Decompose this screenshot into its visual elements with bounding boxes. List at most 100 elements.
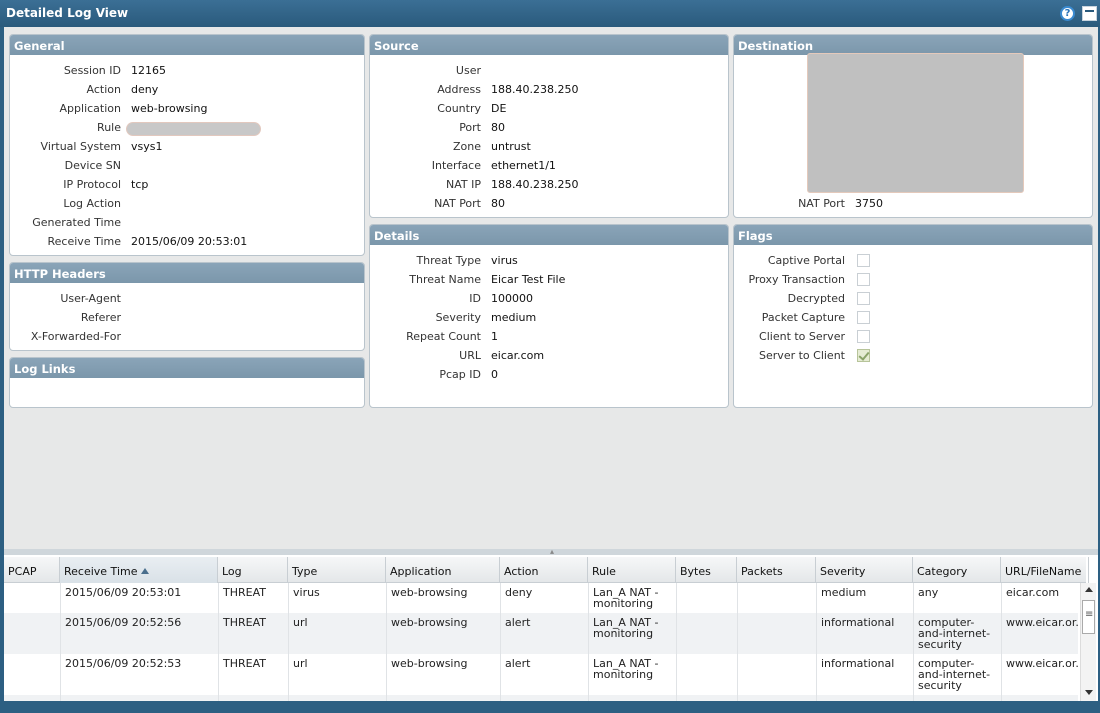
destination-row-nat-port: NAT Port 3750: [734, 197, 1092, 216]
cell-action: alert: [505, 616, 531, 629]
scroll-up-icon[interactable]: [1085, 587, 1093, 592]
cell-receive-time: 2015/06/09 20:52:53: [65, 657, 182, 670]
details-label-pcap-id: Pcap ID: [439, 368, 481, 381]
column-header-label: Rule: [592, 565, 616, 578]
details-header: Details: [370, 225, 728, 245]
cell-url: www.eicar.or..: [1006, 616, 1083, 629]
cell-url: www.eicar.or..: [1006, 657, 1083, 670]
cell-category: computer-and-internet-security: [918, 657, 991, 692]
details-row-repeat-count: Repeat Count 1: [370, 330, 728, 349]
flag-row-client-to-server: Client to Server: [734, 330, 1092, 349]
column-header-action[interactable]: Action: [500, 557, 588, 583]
flags-panel: Flags Captive Portal Proxy Transaction Dec…: [733, 224, 1093, 408]
log-table: PCAP Receive Time Log Type Application Action…: [4, 555, 1098, 701]
flag-row-captive-portal: Captive Portal: [734, 254, 1092, 273]
details-label-url: URL: [459, 349, 481, 362]
source-label-user: User: [455, 64, 481, 77]
cell-application: web-browsing: [391, 657, 468, 670]
table-row[interactable]: 2015/06/09 20:52:56 THREAT url web-browsing…: [4, 613, 1082, 654]
table-row[interactable]: 2015/06/09 20:53:01 THREAT virus web-browsi…: [4, 583, 1078, 613]
source-row-interface: Interface ethernet1/1: [370, 159, 728, 178]
general-row-receive-time: Receive Time 2015/06/09 20:53:01: [10, 235, 364, 254]
column-divider: [676, 583, 677, 701]
flag-checkbox-client-to-server[interactable]: [857, 330, 870, 343]
sort-ascending-icon[interactable]: [141, 568, 150, 574]
column-header-label: Action: [504, 565, 539, 578]
column-header-rule[interactable]: Rule: [588, 557, 676, 583]
flag-label-server-to-client: Server to Client: [759, 349, 845, 362]
flag-checkbox-server-to-client[interactable]: [857, 349, 870, 362]
window-titlebar: Detailed Log View ?: [0, 0, 1100, 27]
general-row-ip-protocol: IP Protocol tcp: [10, 178, 364, 197]
column-header-bytes[interactable]: Bytes: [676, 557, 737, 583]
column-header-severity[interactable]: Severity: [816, 557, 913, 583]
source-panel: Source User Address 188.40.238.250 Country D…: [369, 34, 729, 218]
destination-header: Destination: [734, 35, 1092, 55]
http-row-x-forwarded-for: X-Forwarded-For: [10, 330, 364, 349]
http-label-x-forwarded-for: X-Forwarded-For: [30, 330, 121, 343]
column-header-type[interactable]: Type: [288, 557, 386, 583]
scroll-thumb[interactable]: [1082, 600, 1095, 634]
flag-row-packet-capture: Packet Capture: [734, 311, 1092, 330]
column-header-category[interactable]: Category: [913, 557, 1001, 583]
source-row-nat-ip: NAT IP 188.40.238.250: [370, 178, 728, 197]
http-row-user-agent: User-Agent: [10, 292, 364, 311]
source-row-address: Address 188.40.238.250: [370, 83, 728, 102]
general-row-application: Application web-browsing: [10, 102, 364, 121]
pane-splitter[interactable]: ▴: [4, 547, 1098, 556]
flag-checkbox-packet-capture[interactable]: [857, 311, 870, 324]
table-scrollbar[interactable]: [1080, 583, 1096, 701]
column-header-receive-time[interactable]: Receive Time: [60, 557, 218, 583]
source-label-port: Port: [459, 121, 481, 134]
cell-application: web-browsing: [391, 586, 468, 599]
details-value-id: 100000: [491, 292, 533, 305]
maximize-icon[interactable]: [1082, 6, 1097, 21]
details-value-url: eicar.com: [491, 349, 545, 362]
details-value-pcap-id: 0: [491, 368, 498, 381]
column-header-label: Packets: [741, 565, 783, 578]
details-label-severity: Severity: [435, 311, 481, 324]
source-value-port: 80: [491, 121, 505, 134]
details-panel: Details Threat Type virus Threat Name Eicar…: [369, 224, 729, 408]
flag-checkbox-proxy-transaction[interactable]: [857, 273, 870, 286]
column-header-label: Severity: [820, 565, 866, 578]
flag-label-client-to-server: Client to Server: [759, 330, 845, 343]
general-panel: General Session ID 12165 Action deny Applica…: [9, 34, 365, 256]
column-header-application[interactable]: Application: [386, 557, 500, 583]
source-label-interface: Interface: [431, 159, 481, 172]
column-header-url-filename[interactable]: URL/FileName: [1001, 557, 1089, 583]
rule-redacted-value: [126, 122, 261, 136]
table-row[interactable]: 2015/06/09 20:52:53 THREAT url web-browsing…: [4, 654, 1082, 695]
cell-rule: Lan_A NAT - monitoring: [593, 586, 659, 610]
general-label-ip-protocol: IP Protocol: [63, 178, 121, 191]
details-row-threat-name: Threat Name Eicar Test File: [370, 273, 728, 292]
cell-severity: informational: [821, 657, 895, 670]
column-header-label: Type: [292, 565, 318, 578]
general-header: General: [10, 35, 364, 55]
scroll-down-icon[interactable]: [1085, 690, 1093, 695]
cell-type: virus: [293, 586, 320, 599]
flag-label-proxy-transaction: Proxy Transaction: [748, 273, 845, 286]
column-divider: [60, 583, 61, 701]
splitter-grip-icon[interactable]: ▴: [549, 547, 554, 556]
destination-label-nat-port: NAT Port: [798, 197, 845, 210]
help-icon[interactable]: ?: [1060, 6, 1075, 21]
column-header-label: PCAP: [8, 565, 37, 578]
cell-application: web-browsing: [391, 616, 468, 629]
general-value-session-id: 12165: [131, 64, 166, 77]
source-value-nat-ip: 188.40.238.250: [491, 178, 579, 191]
flag-checkbox-decrypted[interactable]: [857, 292, 870, 305]
flag-checkbox-captive-portal[interactable]: [857, 254, 870, 267]
details-label-id: ID: [469, 292, 481, 305]
table-row-partial[interactable]: [4, 695, 1078, 701]
cell-log: THREAT: [223, 586, 266, 599]
column-header-packets[interactable]: Packets: [737, 557, 816, 583]
column-header-pcap[interactable]: PCAP: [4, 557, 60, 583]
column-header-log[interactable]: Log: [218, 557, 288, 583]
general-row-generated-time: Generated Time: [10, 216, 364, 235]
flag-row-decrypted: Decrypted: [734, 292, 1092, 311]
source-row-country: Country DE: [370, 102, 728, 121]
http-label-referer: Referer: [80, 311, 121, 324]
column-divider: [816, 583, 817, 701]
details-label-repeat-count: Repeat Count: [406, 330, 481, 343]
